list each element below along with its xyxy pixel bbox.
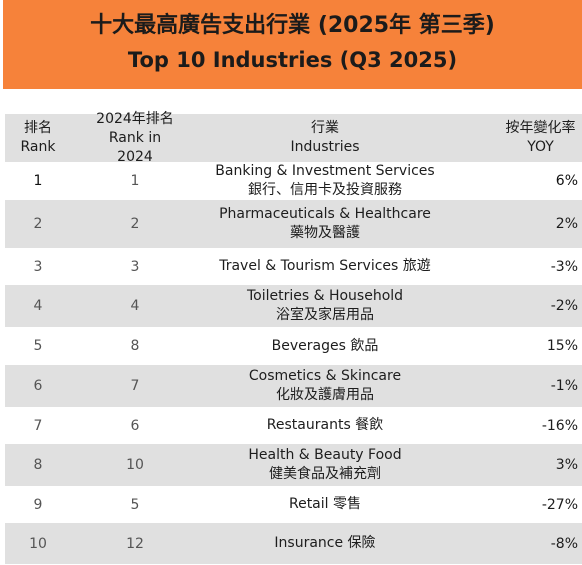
yoy-cell: -16% (541, 417, 578, 434)
header-rank-zh: 排名 (24, 120, 52, 136)
industry-name: Insurance 保險 (274, 535, 376, 551)
table-row: 10 12 Insurance 保險 -8% (5, 523, 582, 564)
yoy-cell: 2% (555, 216, 578, 232)
yoy-cell: 15% (546, 338, 578, 354)
table-row: 2 2 Pharmaceuticals & Healthcare 藥物及醫護 2% (5, 200, 582, 248)
header-industry-en: Industries (290, 139, 360, 155)
industry-name: Travel & Tourism Services 旅遊 (219, 258, 431, 274)
yoy-cell: -2% (550, 298, 578, 314)
yoy-cell: -8% (550, 535, 578, 552)
industry-name: Toiletries & Household (246, 288, 404, 304)
industry-name-zh: 銀行、信用卡及投資服務 (248, 182, 402, 198)
industry-cell: Health & Beauty Food 健美食品及補充劑 (195, 444, 455, 486)
rank-2024-cell: 10 (126, 457, 144, 473)
header-rank-2024: 2024年排名 Rank in 2024 (90, 111, 180, 165)
table-body: 1 1 Banking & Investment Services 銀行、信用卡及投資… (5, 162, 582, 564)
rank-2024-cell: 6 (130, 417, 140, 434)
rank-cell: 8 (33, 457, 43, 473)
header-yoy: 按年變化率 YOY (493, 114, 582, 162)
title-banner: 十大最高廣告支出行業 (2025年 第三季) Top 10 Industries… (3, 0, 582, 89)
header-yoy-zh: 按年變化率 (505, 120, 576, 136)
table-row: 1 1 Banking & Investment Services 銀行、信用卡及投資… (5, 162, 582, 200)
industry-cell: Restaurants 餐飲 (195, 407, 455, 444)
table-row: 3 3 Travel & Tourism Services 旅遊 -3% (5, 248, 582, 285)
industry-name: Retail 零售 (288, 496, 361, 512)
rank-2024-cell: 5 (130, 496, 140, 513)
yoy-cell: 3% (555, 457, 578, 473)
table-row: 6 7 Cosmetics & Skincare 化妝及護膚用品 -1% (5, 365, 582, 407)
industry-name: Pharmaceuticals & Healthcare (219, 206, 431, 222)
rank-cell: 1 (33, 173, 43, 189)
title-chinese: 十大最高廣告支出行業 (2025年 第三季) (90, 13, 495, 38)
rank-cell: 10 (29, 535, 47, 552)
table-row: 8 10 Health & Beauty Food 健美食品及補充劑 3% (5, 444, 582, 486)
industry-name: Cosmetics & Skincare (248, 368, 402, 384)
title-english: Top 10 Industries (Q3 2025) (127, 48, 458, 72)
table-row: 4 4 Toiletries & Household 浴室及家居用品 -2% (5, 285, 582, 327)
rank-cell: 9 (33, 496, 43, 513)
header-rank: 排名 Rank (10, 114, 66, 162)
industry-cell: Banking & Investment Services 銀行、信用卡及投資服務 (195, 162, 455, 200)
industry-name-zh: 健美食品及補充劑 (269, 466, 381, 482)
industry-name-zh: 浴室及家居用品 (276, 307, 374, 323)
rank-2024-cell: 2 (130, 216, 140, 232)
header-prev-en: Rank in 2024 (108, 129, 162, 165)
industry-cell: Insurance 保險 (195, 523, 455, 564)
header-rank-en: Rank (20, 139, 56, 155)
rank-cell: 3 (33, 258, 43, 275)
yoy-cell: 6% (555, 173, 578, 189)
industry-cell: Cosmetics & Skincare 化妝及護膚用品 (195, 365, 455, 407)
industry-name: Restaurants 餐飲 (266, 417, 384, 433)
rank-cell: 4 (33, 298, 43, 314)
industry-cell: Travel & Tourism Services 旅遊 (195, 248, 455, 285)
header-industries: 行業 Industries (195, 114, 455, 162)
industry-name-zh: 化妝及護膚用品 (276, 387, 374, 403)
rank-cell: 6 (33, 378, 43, 394)
header-yoy-en: YOY (527, 139, 554, 155)
header-industry-zh: 行業 (311, 120, 339, 136)
industry-name: Health & Beauty Food (248, 447, 402, 463)
industry-cell: Retail 零售 (195, 486, 455, 523)
industry-name-zh: 藥物及醫護 (290, 225, 360, 241)
rank-2024-cell: 7 (130, 378, 140, 394)
rank-cell: 5 (33, 338, 43, 354)
table-row: 9 5 Retail 零售 -27% (5, 486, 582, 523)
yoy-cell: -1% (550, 378, 578, 394)
table-row: 7 6 Restaurants 餐飲 -16% (5, 407, 582, 444)
rank-cell: 7 (33, 417, 43, 434)
industry-cell: Beverages 飲品 (195, 327, 455, 365)
rank-2024-cell: 12 (126, 535, 144, 552)
industry-name: Banking & Investment Services (215, 163, 435, 179)
rank-2024-cell: 8 (130, 338, 140, 354)
yoy-cell: -27% (541, 496, 578, 513)
industry-cell: Pharmaceuticals & Healthcare 藥物及醫護 (195, 200, 455, 248)
rank-cell: 2 (33, 216, 43, 232)
industry-name: Beverages 飲品 (271, 337, 379, 354)
yoy-cell: -3% (550, 258, 578, 275)
industry-cell: Toiletries & Household 浴室及家居用品 (195, 285, 455, 327)
table-header: 排名 Rank 2024年排名 Rank in 2024 行業 Industri… (5, 111, 582, 165)
industries-table: 排名 Rank 2024年排名 Rank in 2024 行業 Industri… (5, 111, 582, 564)
rank-2024-cell: 4 (130, 298, 140, 314)
table-row: 5 8 Beverages 飲品 15% (5, 327, 582, 365)
rank-2024-cell: 1 (130, 173, 140, 189)
rank-2024-cell: 3 (130, 258, 140, 275)
header-prev-zh: 2024年排名 (96, 110, 174, 127)
